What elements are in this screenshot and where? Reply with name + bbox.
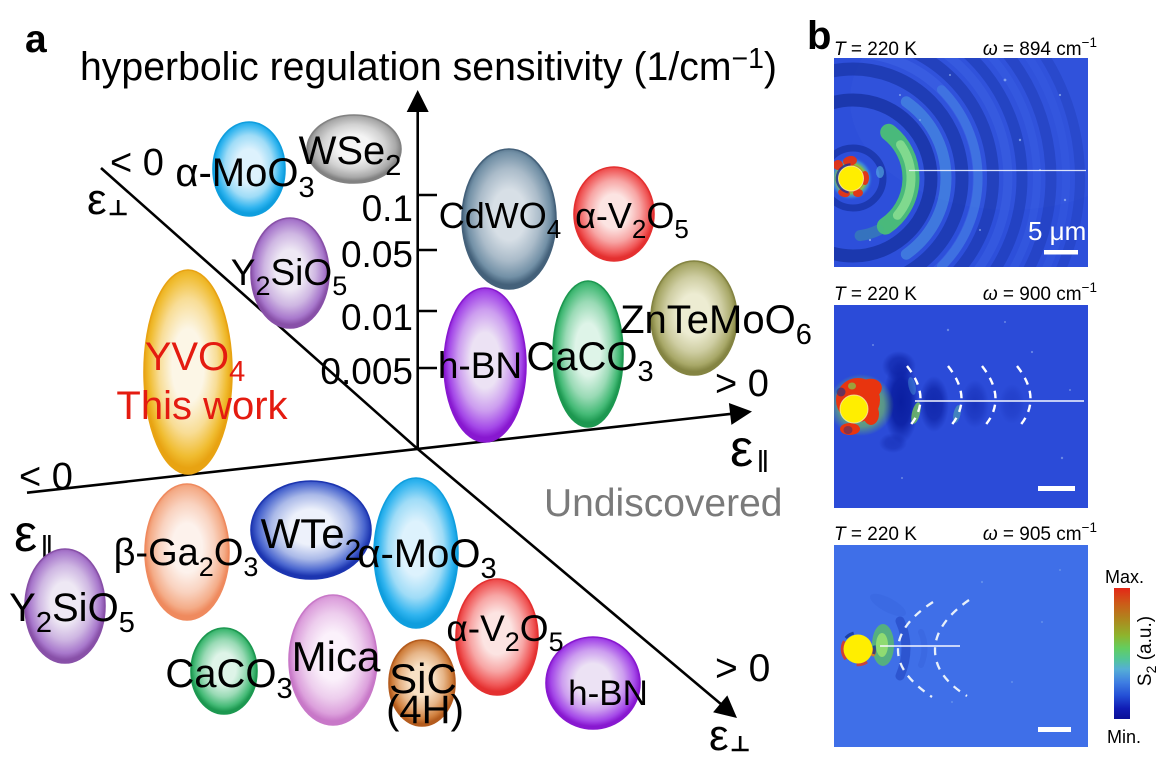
svg-text:h-BN: h-BN [568, 674, 648, 713]
svg-text:ε: ε [709, 711, 729, 760]
svg-text:Max.: Max. [1105, 567, 1144, 587]
svg-text:5 μm: 5 μm [1028, 216, 1086, 246]
svg-text:a: a [25, 18, 47, 61]
svg-text:ω = 894 cm−1: ω = 894 cm−1 [983, 35, 1097, 60]
svg-text:ε: ε [87, 175, 107, 224]
svg-text:Mica: Mica [292, 633, 381, 680]
svg-text:> 0: > 0 [715, 363, 769, 405]
svg-text:b: b [807, 14, 831, 58]
svg-text:< 0: < 0 [110, 142, 164, 184]
svg-text:T = 220 K: T = 220 K [834, 284, 917, 305]
svg-text:ε: ε [14, 505, 37, 563]
svg-text:> 0: > 0 [715, 647, 770, 690]
svg-text:0.01: 0.01 [341, 297, 413, 338]
svg-text:h-BN: h-BN [438, 345, 522, 386]
svg-text:Undiscovered: Undiscovered [544, 482, 782, 525]
svg-text:hyperbolic regulation sensitiv: hyperbolic regulation sensitivity (1/cm−… [80, 43, 777, 89]
svg-text:CdWO4​: CdWO4​ [439, 195, 561, 244]
svg-text:β-Ga2​O3​: β-Ga2​O3​ [114, 532, 259, 582]
svg-text:T = 220 K: T = 220 K [834, 39, 917, 60]
svg-text:Y2​SiO5​: Y2​SiO5​ [231, 252, 347, 301]
svg-text:ω = 905 cm−1: ω = 905 cm−1 [983, 520, 1097, 545]
svg-text:S2 (a.u.): S2 (a.u.) [1135, 616, 1159, 686]
svg-text:Min.: Min. [1107, 727, 1141, 747]
svg-text:This work: This work [116, 384, 288, 428]
svg-text:0.05: 0.05 [341, 234, 413, 275]
svg-text:0.1: 0.1 [362, 188, 413, 229]
svg-text:SiC: SiC [389, 655, 457, 702]
svg-text:0.005: 0.005 [320, 351, 413, 392]
svg-text:ε: ε [730, 420, 753, 478]
svg-text:ω = 900 cm−1: ω = 900 cm−1 [983, 280, 1097, 305]
svg-text:T = 220 K: T = 220 K [834, 524, 917, 545]
svg-text:‖: ‖ [756, 444, 769, 479]
svg-text:(4H): (4H) [386, 688, 464, 732]
svg-text:< 0: < 0 [19, 456, 73, 498]
